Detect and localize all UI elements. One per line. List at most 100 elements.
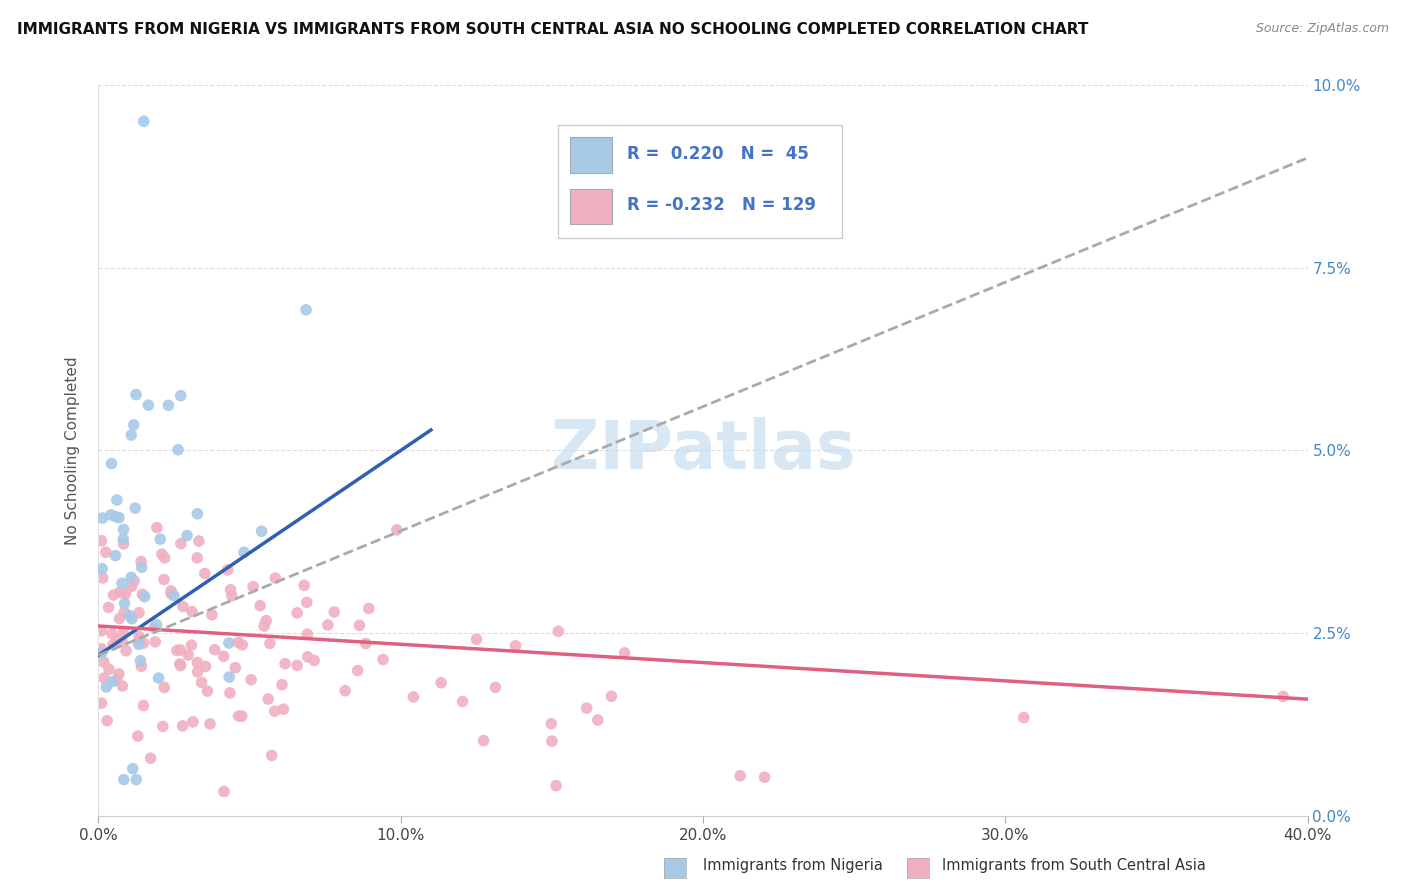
Point: [186, 656, 208, 670]
Point: [108, 585, 131, 599]
Point: [112, 605, 135, 619]
Point: [224, 661, 246, 675]
Point: [90, 533, 112, 548]
Point: [169, 657, 191, 671]
FancyBboxPatch shape: [569, 188, 613, 224]
Point: [187, 665, 209, 679]
Point: [295, 595, 318, 609]
Point: [197, 684, 219, 698]
Point: [132, 698, 155, 713]
Point: [285, 658, 308, 673]
Point: [160, 586, 183, 600]
Point: [121, 579, 143, 593]
Point: [274, 657, 297, 671]
Point: [127, 729, 149, 743]
Point: [91, 561, 114, 575]
Point: [129, 554, 152, 568]
Point: [100, 457, 122, 471]
Point: [451, 694, 474, 708]
Point: [104, 549, 127, 563]
Point: [124, 501, 146, 516]
Point: [114, 587, 136, 601]
Point: [228, 709, 250, 723]
Point: [108, 510, 131, 524]
Point: [186, 507, 208, 521]
Point: [90, 624, 112, 638]
Point: [91, 571, 114, 585]
Point: [146, 520, 169, 534]
Text: R =  0.220   N =  45: R = 0.220 N = 45: [627, 145, 808, 163]
Point: [233, 545, 256, 559]
Point: [157, 398, 180, 412]
Point: [120, 570, 142, 584]
Point: [111, 634, 134, 648]
Point: [228, 635, 250, 649]
Point: [297, 627, 319, 641]
Point: [201, 607, 224, 622]
Point: [128, 606, 150, 620]
Y-axis label: No Schooling Completed: No Schooling Completed: [65, 356, 80, 545]
Point: [101, 674, 124, 689]
Point: [160, 583, 183, 598]
Point: [218, 636, 240, 650]
Point: [143, 621, 166, 635]
Point: [544, 779, 567, 793]
Point: [148, 671, 170, 685]
Point: [181, 605, 204, 619]
Point: [93, 671, 115, 685]
Point: [105, 509, 128, 524]
Point: [240, 673, 263, 687]
Point: [250, 524, 273, 539]
Point: [153, 573, 176, 587]
Point: [143, 635, 166, 649]
Point: [180, 638, 202, 652]
Point: [103, 638, 125, 652]
Point: [285, 606, 308, 620]
Text: Immigrants from South Central Asia: Immigrants from South Central Asia: [942, 858, 1206, 872]
Point: [212, 649, 235, 664]
Text: IMMIGRANTS FROM NIGERIA VS IMMIGRANTS FROM SOUTH CENTRAL ASIA NO SCHOOLING COMPL: IMMIGRANTS FROM NIGERIA VS IMMIGRANTS FR…: [17, 22, 1088, 37]
Point: [169, 643, 191, 657]
Point: [194, 566, 217, 581]
Point: [217, 563, 239, 577]
Point: [105, 493, 128, 508]
Point: [547, 624, 569, 639]
Point: [105, 673, 128, 687]
Point: [302, 653, 325, 667]
Point: [187, 534, 209, 549]
Point: [111, 576, 134, 591]
Point: [218, 670, 240, 684]
Point: [131, 587, 153, 601]
Point: [96, 680, 118, 694]
Point: [115, 644, 138, 658]
Point: [132, 636, 155, 650]
Point: [354, 637, 377, 651]
Point: [129, 654, 152, 668]
Point: [125, 772, 148, 787]
Point: [111, 679, 134, 693]
Point: [170, 389, 193, 403]
Point: [273, 702, 295, 716]
Point: [194, 659, 217, 673]
Point: [472, 733, 495, 747]
Point: [181, 714, 204, 729]
Point: [108, 667, 131, 681]
Point: [112, 537, 135, 551]
Point: [96, 714, 118, 728]
Point: [98, 662, 121, 676]
Point: [112, 532, 135, 546]
Point: [219, 582, 242, 597]
Point: [219, 686, 242, 700]
Point: [145, 617, 167, 632]
Point: [152, 719, 174, 733]
Point: [430, 675, 453, 690]
Point: [249, 599, 271, 613]
Point: [125, 387, 148, 401]
Point: [575, 701, 598, 715]
Point: [163, 589, 186, 603]
Point: [129, 659, 152, 673]
Point: [333, 683, 356, 698]
Point: [190, 675, 212, 690]
Point: [91, 511, 114, 525]
Point: [254, 614, 277, 628]
